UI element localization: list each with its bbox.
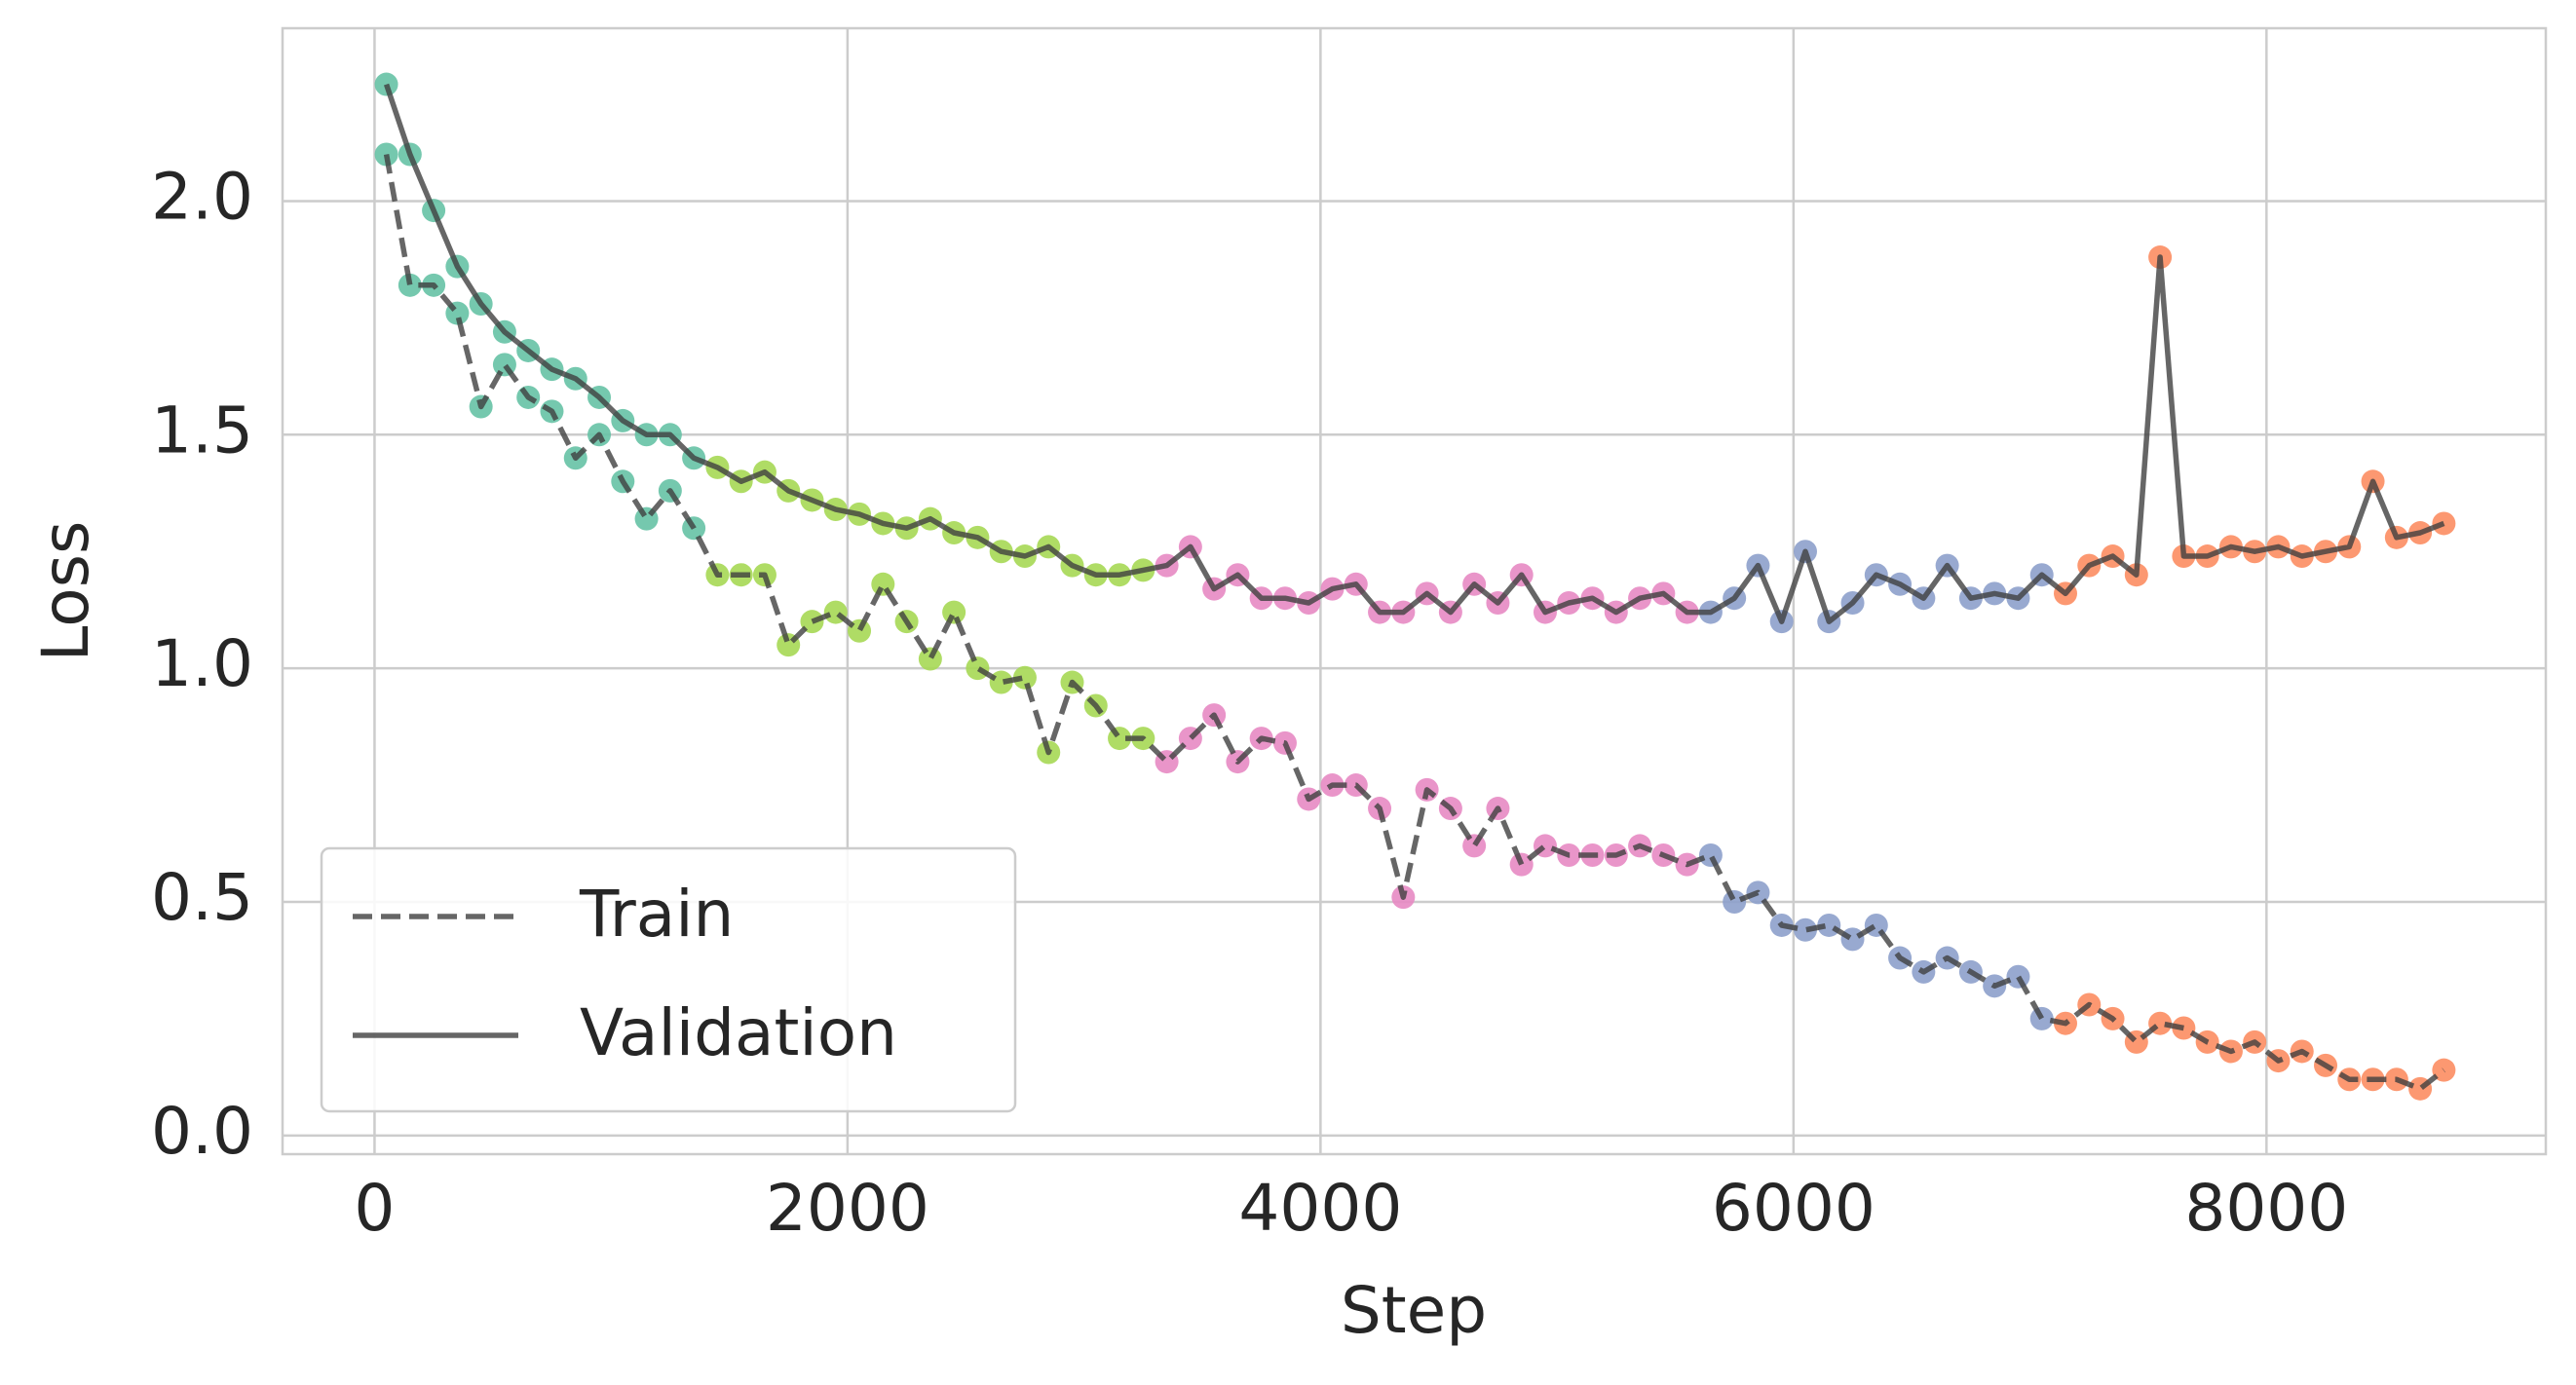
series-line [383, 154, 2446, 1092]
x-tick-label: 6000 [1712, 1171, 1875, 1246]
x-tick-label: 0 [354, 1171, 395, 1246]
data-point [1509, 852, 1534, 877]
data-point [942, 600, 966, 624]
data-point [1840, 927, 1865, 952]
data-point [1012, 665, 1037, 690]
y-tick-label: 1.5 [151, 393, 253, 468]
data-point [1723, 889, 1747, 914]
y-tick-label: 0.5 [151, 860, 253, 935]
data-point [2029, 1006, 2054, 1030]
x-tick-label: 2000 [766, 1171, 929, 1246]
data-point [1793, 917, 1817, 942]
plot-frame [281, 26, 2548, 1156]
data-point [800, 610, 824, 634]
y-tick-label: 2.0 [151, 160, 253, 235]
y-tick-label: 1.0 [151, 626, 253, 701]
y-tick-label: 0.0 [151, 1094, 253, 1169]
y-axis-label: Loss [28, 521, 103, 662]
data-point [966, 656, 990, 681]
legend-label: Train [579, 877, 734, 952]
data-point [374, 72, 398, 96]
x-axis-label: Step [1341, 1273, 1487, 1348]
data-point [398, 273, 422, 297]
data-point [1698, 843, 1723, 868]
series-line [383, 83, 2445, 624]
x-tick-label: 8000 [2184, 1171, 2348, 1246]
legend-label: Validation [580, 995, 897, 1070]
data-point [2006, 964, 2030, 989]
data-point [2432, 1058, 2456, 1082]
x-tick-label: 4000 [1238, 1171, 1402, 1246]
